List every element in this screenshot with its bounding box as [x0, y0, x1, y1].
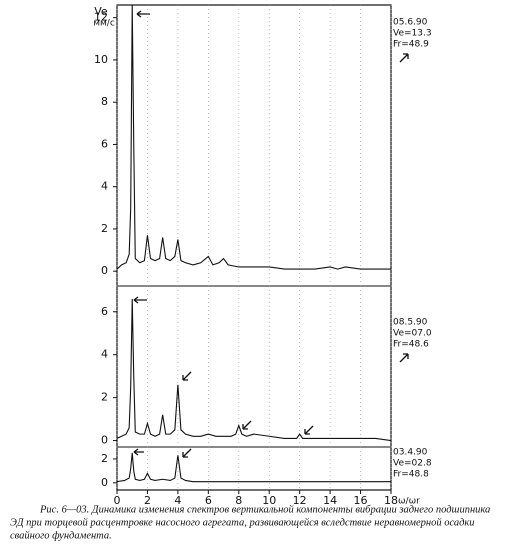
y-tick-label: 6 — [101, 305, 108, 318]
y-axis-unit: мм/с — [93, 19, 115, 29]
plot-frame — [116, 4, 392, 491]
y-tick-label: 0 — [101, 476, 108, 489]
spectrum-line — [116, 4, 391, 270]
y-tick-label: 2 — [101, 222, 108, 235]
annotation: 08.5.90 — [393, 318, 428, 328]
y-tick-label: 4 — [101, 348, 108, 361]
arrow — [133, 448, 144, 456]
arrow — [304, 425, 314, 435]
arrows — [133, 10, 409, 458]
y-tick-label: 4 — [101, 180, 108, 193]
x-tick-label: 4 — [174, 494, 181, 507]
arrow — [399, 53, 409, 63]
x-tick-label: 12 — [293, 494, 307, 507]
y-tick-label: 8 — [101, 95, 108, 108]
y-axis-label: Ve — [94, 5, 108, 18]
y-tick-label: 6 — [101, 137, 108, 150]
spectrum-line — [116, 298, 392, 442]
annotation: Fr=48.9 — [393, 40, 429, 50]
y-tick-label: 2 — [101, 452, 108, 465]
annotation: 05.6.90 — [393, 18, 428, 28]
caption-line: свайного фундамента. — [10, 530, 112, 541]
x-tick-label: 2 — [144, 494, 151, 507]
y-tick-label: 0 — [101, 264, 108, 277]
annotation: 03.4.90 — [393, 448, 428, 458]
arrow — [182, 371, 192, 381]
caption-line: Рис. 6—03. Динамика изменения спектров в… — [39, 504, 490, 515]
x-tick-label: 16 — [354, 494, 368, 507]
x-tick-label: 10 — [262, 494, 276, 507]
arrow — [399, 353, 409, 363]
annotation: Ve=02.8 — [393, 459, 432, 469]
x-tick-label: 18 — [384, 494, 398, 507]
y-tick-label: 12 — [94, 11, 108, 24]
x-tick-label: 8 — [235, 494, 242, 507]
spectrum-line — [116, 452, 391, 483]
y-tick-label: 0 — [101, 434, 108, 447]
arrow — [136, 10, 150, 18]
x-tick-label: 0 — [114, 494, 121, 507]
arrow — [133, 296, 147, 304]
x-tick-label: 6 — [205, 494, 212, 507]
arrow — [242, 420, 252, 430]
y-tick-label: 10 — [94, 53, 108, 66]
x-axis-label: ω/ωr — [398, 497, 420, 507]
arrow — [182, 448, 192, 458]
annotation: Fr=48.8 — [393, 470, 429, 480]
annotation: Ve=13.3 — [393, 29, 432, 39]
annotation: Ve=07.0 — [393, 329, 432, 339]
annotation: Fr=48.6 — [393, 340, 429, 350]
caption-line: ЭД при торцевой расцентровке насосного а… — [10, 517, 475, 528]
y-tick-label: 2 — [101, 391, 108, 404]
x-tick-label: 14 — [323, 494, 337, 507]
